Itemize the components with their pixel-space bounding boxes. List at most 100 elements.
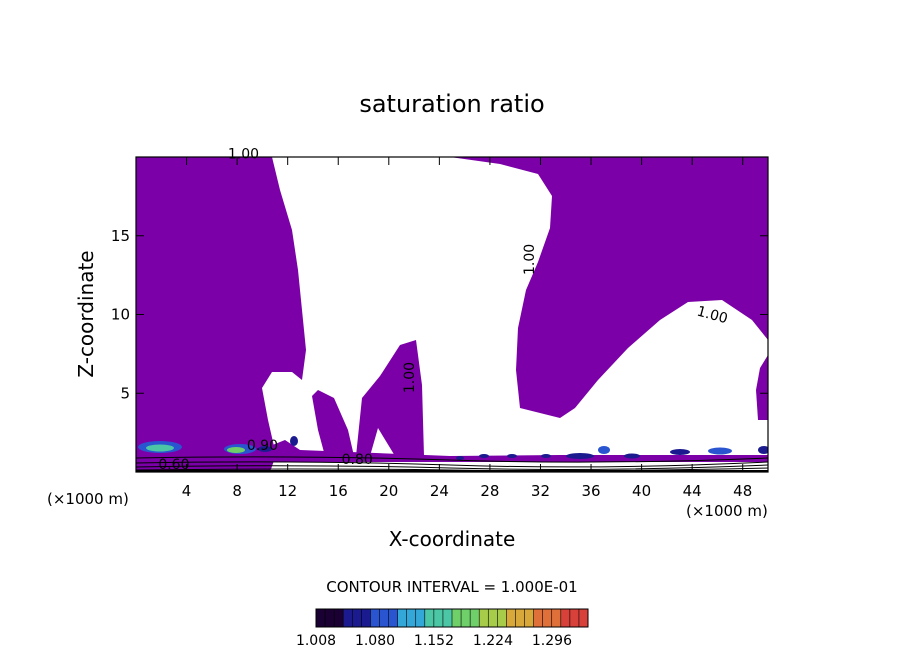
saturated-region-center [356,340,424,456]
x-tick-label: 48 [733,482,752,500]
colorbar-cell [316,609,321,627]
x-axis-label: X-coordinate [389,527,516,551]
y-axis-label: Z-coordinate [74,250,98,377]
x-axis-ticks: 4 8 12 16 20 24 28 32 36 40 44 48 [182,157,752,500]
colorbar-cell [334,609,340,627]
x-tick-label: 4 [182,482,192,500]
low-level-purple-band [136,430,768,462]
saturated-region-far-right [756,355,768,420]
colorbar-cell [379,609,385,627]
colorbar-cell [343,609,349,627]
x-tick-label: 44 [683,482,702,500]
colorbar-cell [329,609,335,627]
colorbar-tick-label: 1.080 [355,633,395,649]
y-tick-label: 5 [120,384,130,402]
ground-band [136,470,768,472]
colorbar-cell [433,609,439,627]
colorbar-cell [384,609,389,627]
colorbar-cell [547,609,553,627]
colorbar-cell [320,609,326,627]
colorbar-cell [497,609,503,627]
colorbar-cell [452,609,457,627]
colorbar-cell [356,609,362,627]
colorbar-cell [442,609,448,627]
colorbar-cell [474,609,480,627]
colorbar-cell [565,609,571,627]
colorbar-tick-label: 1.152 [414,633,454,649]
low-contour-lines [136,456,768,472]
x-tick-label: 40 [632,482,651,500]
x-tick-label: 12 [278,482,297,500]
colorbar-cell [420,609,426,627]
colorbar-cell [556,609,562,627]
x-tick-label: 16 [329,482,348,500]
colorbar-cell [370,609,376,627]
contour-interval-text: CONTOUR INTERVAL = 1.000E-01 [326,578,577,596]
y-axis-ticks: 5 10 15 [111,227,768,402]
saturated-region-left [136,157,306,472]
colorbar-cell [397,609,403,627]
colorbar-cell [533,609,539,627]
colorbar-cell [492,609,498,627]
colorbar-cell [470,609,476,627]
colorbar-cell [352,609,358,627]
colorbar-cell [338,609,344,627]
colorbar-cell [524,609,530,627]
colorbar-cell [479,609,485,627]
colorbar-cell [542,609,548,627]
colorbar-cell [388,609,394,627]
x-tick-label: 32 [531,482,550,500]
colorbar-cell [456,609,462,627]
contour-label: 1.00 [695,304,729,328]
colorbar-tick-label: 1.008 [296,633,336,649]
colorbar-cell [411,609,417,627]
colorbar-cell [374,609,380,627]
x-tick-label: 36 [581,482,600,500]
colorbar-tick-label: 1.296 [532,633,572,649]
colorbar-cell [578,609,584,627]
colorbar-cell [483,609,489,627]
x-tick-label: 8 [232,482,242,500]
colorbar-cell [347,609,353,627]
plot-area [136,157,768,472]
x-unit-left: (×1000 m) [47,490,129,508]
colorbar-cell [506,609,512,627]
colorbar-cell [560,609,566,627]
contour-label: 0.90 [247,438,278,454]
colorbar [315,608,589,628]
colorbar-labels: 1.008 1.080 1.152 1.224 1.296 [296,633,572,649]
colorbar-cell [402,609,408,627]
colorful-patches [138,436,768,460]
saturated-region-right [450,157,768,418]
y-tick-label: 15 [111,227,130,245]
colorbar-cell [501,609,507,627]
colorbar-cell [415,609,421,627]
x-tick-label: 28 [480,482,499,500]
colorbar-cell [438,609,444,627]
colorbar-cell [325,609,330,627]
colorbar-tick-label: 1.224 [473,633,513,649]
colorbar-cell [465,609,471,627]
contour-label: 0.80 [342,452,373,468]
colorbar-cell [574,609,580,627]
colorbar-cell [424,609,430,627]
chart-title: saturation ratio [359,90,544,118]
contour-label: 1.00 [402,362,418,393]
colorbar-cell [515,609,521,627]
x-tick-label: 20 [379,482,398,500]
colorbar-cell [529,609,534,627]
contour-label: 0.60 [158,457,189,473]
contour-label: 1.00 [228,147,259,163]
colorbar-cell [461,609,466,627]
y-tick-label: 10 [111,306,130,324]
contour-label: 1.00 [522,244,538,275]
colorbar-cell [551,609,557,627]
colorbar-cell [538,609,544,627]
colorbar-cell [583,609,589,627]
colorbar-cell [569,609,575,627]
colorbar-cell [393,609,398,627]
colorbar-cell [447,609,453,627]
colorbar-cell [520,609,525,627]
colorbar-cell [510,609,516,627]
